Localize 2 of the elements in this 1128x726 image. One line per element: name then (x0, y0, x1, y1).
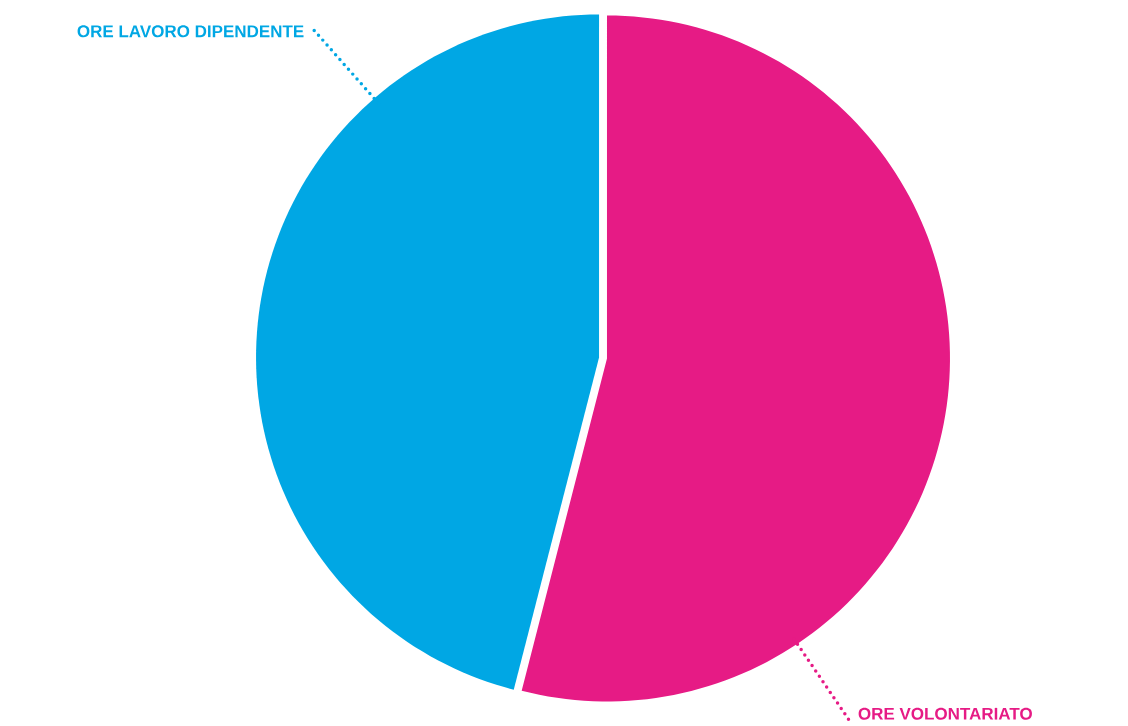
slice-label: ORE LAVORO DIPENDENTE (77, 25, 304, 38)
slice-label: ORE VOLONTARIATO (858, 707, 1032, 720)
